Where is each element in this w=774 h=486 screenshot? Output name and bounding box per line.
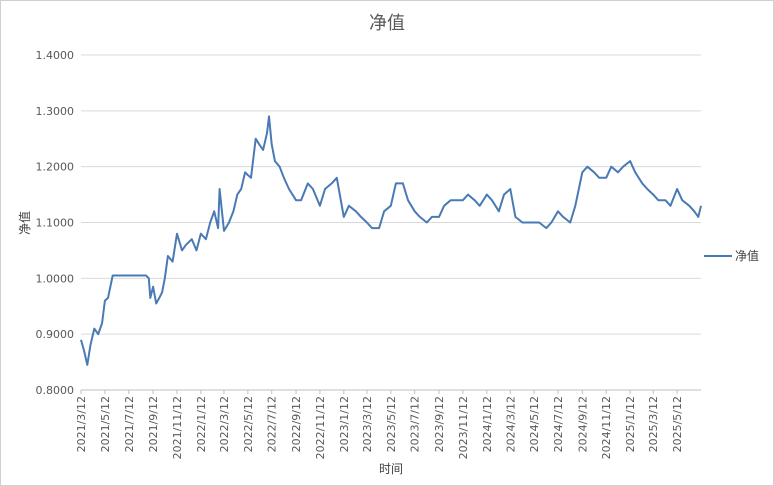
x-tick-label: 2021/7/12: [123, 396, 136, 452]
y-axis-label: 净值: [17, 211, 32, 235]
x-tick-label: 2024/7/12: [552, 396, 565, 452]
x-tick-label: 2024/9/12: [576, 396, 589, 452]
x-tick-label: 2024/5/12: [528, 396, 541, 452]
grid-lines: [81, 54, 701, 391]
x-tick-label: 2023/7/12: [409, 396, 422, 452]
x-tick-label: 2022/9/12: [290, 396, 303, 452]
x-tick-label: 2022/1/12: [195, 396, 208, 452]
x-axis-label: 时间: [379, 462, 403, 476]
x-tick-label: 2022/5/12: [242, 396, 255, 452]
y-tick-label: 0.8000: [36, 384, 75, 397]
x-tick-label: 2023/5/12: [385, 396, 398, 452]
x-tick-label: 2021/3/12: [75, 396, 88, 452]
chart-title: 净值: [369, 13, 405, 34]
series-line: [80, 115, 702, 366]
y-tick-label: 1.0000: [36, 272, 75, 285]
x-tick-label: 2024/1/12: [481, 396, 494, 452]
x-tick-label: 2025/1/12: [624, 396, 637, 452]
x-tick-label: 2025/5/12: [671, 396, 684, 452]
x-tick-label: 2024/3/12: [504, 396, 517, 452]
x-tick-label: 2021/11/12: [171, 396, 184, 459]
x-tick-label: 2024/11/12: [600, 396, 613, 459]
x-tick-label: 2022/11/12: [314, 396, 327, 459]
legend-label: 净值: [735, 248, 759, 263]
x-tick-label: 2025/3/12: [647, 396, 660, 452]
x-tick-label: 2023/3/12: [361, 396, 374, 452]
x-tick-label: 2022/7/12: [266, 396, 279, 452]
y-tick-label: 1.3000: [36, 105, 75, 118]
y-axis-ticks: 0.8000 0.9000 1.0000 1.1000 1.2000 1.3000 1.40…: [36, 49, 75, 397]
x-axis-ticks: 2021/3/12 2021/5/12 2021/7/12 2021/9/12 2021…: [75, 390, 684, 459]
x-tick-label: 2022/3/12: [218, 396, 231, 452]
legend: 净值: [704, 248, 759, 263]
x-tick-label: 2023/9/12: [433, 396, 446, 452]
x-tick-label: 2021/5/12: [99, 396, 112, 452]
x-tick-label: 2023/1/12: [338, 396, 351, 452]
series-layer: [80, 115, 702, 366]
y-tick-label: 1.2000: [36, 161, 75, 174]
x-tick-label: 2023/11/12: [457, 396, 470, 459]
y-tick-label: 0.9000: [36, 328, 75, 341]
y-tick-label: 1.1000: [36, 217, 75, 230]
x-tick-label: 2021/9/12: [147, 396, 160, 452]
y-tick-label: 1.4000: [36, 49, 75, 62]
